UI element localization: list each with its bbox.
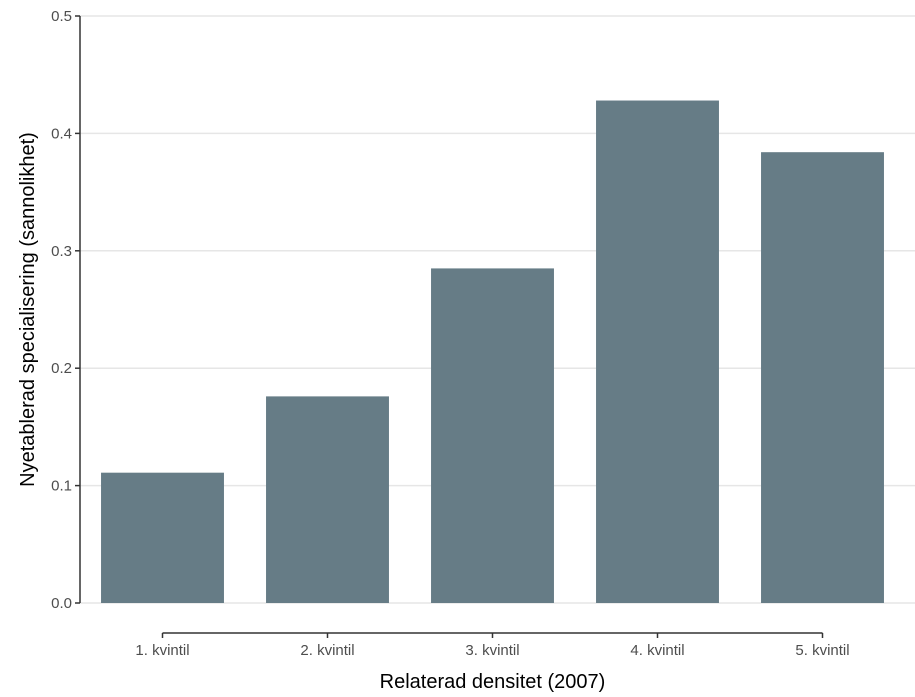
- bars: [101, 100, 884, 603]
- x-tick-label: 4. kvintil: [630, 642, 684, 659]
- y-tick-label: 0.4: [51, 125, 72, 142]
- x-tick-label: 5. kvintil: [795, 642, 849, 659]
- y-tick-label: 0.2: [51, 360, 72, 377]
- y-tick-label: 0.1: [51, 478, 72, 495]
- x-tick-label: 3. kvintil: [465, 642, 519, 659]
- y-tick-label: 0.0: [51, 595, 72, 612]
- y-tick-label: 0.3: [51, 243, 72, 260]
- bar: [101, 472, 224, 603]
- y-tick-label: 0.5: [51, 8, 72, 25]
- x-tick-label: 2. kvintil: [300, 642, 354, 659]
- x-axis-title: Relaterad densitet (2007): [380, 671, 606, 693]
- bar: [431, 268, 554, 603]
- y-axis-title: Nyetablerad specialisering (sannolikhet): [17, 132, 39, 487]
- x-axis: 1. kvintil 2. kvintil 3. kvintil 4. kvintil…: [135, 632, 850, 659]
- bar: [266, 396, 389, 603]
- y-axis: 0.0 0.1 0.2 0.3 0.4 0.5: [51, 8, 81, 612]
- bar: [596, 100, 719, 603]
- bar: [761, 152, 884, 603]
- x-tick-label: 1. kvintil: [135, 642, 189, 659]
